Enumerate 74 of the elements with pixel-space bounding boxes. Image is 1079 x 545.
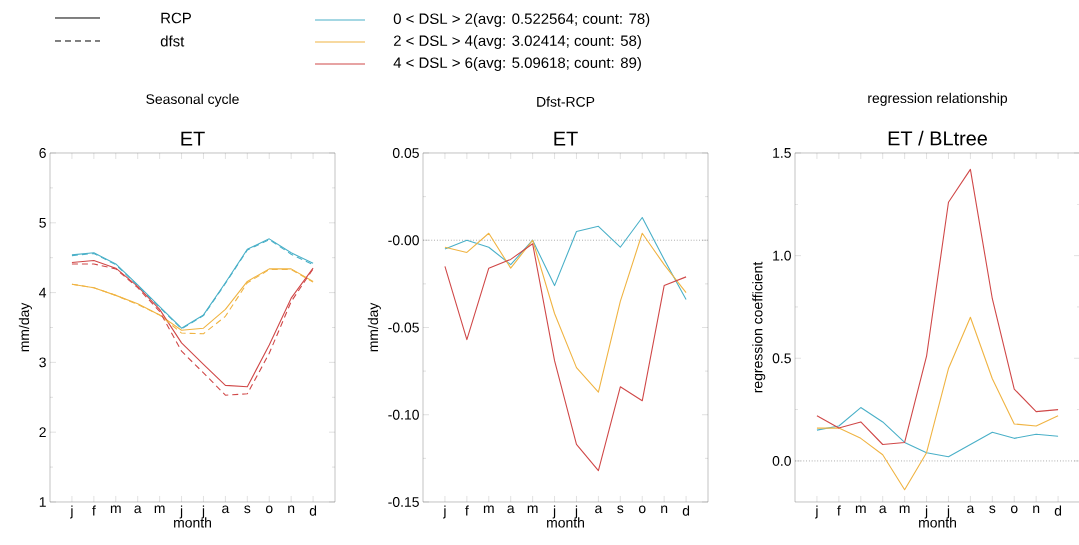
- x-tick-label: f: [92, 505, 96, 516]
- y-tick-label: 0.5: [772, 353, 791, 364]
- x-tick-label: j: [179, 505, 183, 519]
- x-tick-label: m: [110, 505, 121, 514]
- y-tick-label: 6: [39, 148, 46, 158]
- legend-label: 0 < DSL > 2(avg: 0.522564; count: 78): [393, 13, 650, 27]
- y-axis-title: mm/day: [18, 302, 32, 352]
- x-tick-label: a: [595, 505, 603, 514]
- chart-title: ET: [554, 131, 578, 146]
- x-tick-label: s: [989, 505, 996, 514]
- x-tick-label: n: [1033, 505, 1040, 514]
- chart-subtitle: regression relationship: [868, 92, 1008, 106]
- text: dfst: [160, 35, 185, 47]
- chart-title: ET / BLtree: [888, 130, 987, 146]
- x-tick-label: a: [222, 505, 230, 514]
- x-tick-label: n: [661, 505, 668, 514]
- x-tick-label: a: [879, 505, 887, 514]
- x-tick-label: j: [924, 505, 928, 519]
- legend-label: 2 < DSL > 4(avg: 3.02414; count: 58): [393, 35, 641, 49]
- x-tick-label: d: [1054, 505, 1062, 516]
- legend-label: 4 < DSL > 6(avg: 5.09618; count: 89): [393, 57, 641, 71]
- x-tick-label: m: [527, 505, 538, 514]
- x-axis-title: month: [919, 517, 956, 528]
- y-tick-label: 1: [39, 497, 46, 507]
- x-tick-label: f: [465, 505, 469, 516]
- x-tick-label: a: [967, 505, 975, 514]
- chart-subtitle: Dfst-RCP: [537, 96, 595, 107]
- text: RCP: [161, 12, 191, 24]
- x-tick-label: j: [574, 505, 578, 519]
- x-tick-label: a: [134, 505, 142, 514]
- x-tick-label: o: [638, 505, 646, 514]
- y-axis-title: mm/day: [367, 302, 381, 352]
- line-series: [444, 243, 687, 472]
- y-tick-label: 0.0: [772, 455, 791, 466]
- x-tick-label: m: [483, 505, 494, 514]
- y-tick-label: -0.10: [388, 409, 419, 420]
- x-tick-label: o: [1010, 505, 1018, 514]
- y-tick-label: 1.5: [773, 148, 791, 158]
- y-tick-label: 3: [39, 357, 46, 368]
- x-tick-label: d: [682, 505, 690, 516]
- line-series: [444, 232, 687, 393]
- x-axis-title: month: [547, 517, 584, 528]
- x-tick-label: m: [855, 505, 866, 514]
- y-tick-label: 5: [39, 217, 46, 228]
- y-tick-label: -0.05: [388, 322, 419, 333]
- line-series: [444, 217, 687, 301]
- x-tick-label: j: [70, 505, 73, 519]
- x-tick-label: f: [837, 505, 841, 516]
- y-tick-label: -0.15: [388, 497, 419, 507]
- x-tick-label: j: [201, 505, 205, 519]
- x-tick-label: s: [244, 505, 251, 514]
- y-tick-label: 1.0: [773, 250, 791, 261]
- x-tick-label: d: [309, 505, 317, 516]
- line-series: [816, 168, 1059, 446]
- x-tick-label: s: [617, 505, 624, 514]
- line-series: [816, 407, 1059, 458]
- line-series: [816, 316, 1059, 491]
- chart-title: ET: [181, 131, 205, 146]
- x-tick-label: a: [507, 505, 515, 514]
- y-axis-title: regression coefficient: [752, 261, 766, 393]
- x-tick-label: m: [899, 505, 910, 514]
- x-tick-label: j: [946, 505, 950, 519]
- chart-subtitle: Seasonal cycle: [146, 93, 239, 107]
- x-tick-label: j: [552, 505, 556, 519]
- y-tick-label: 4: [39, 287, 47, 298]
- x-axis-title: month: [174, 517, 211, 528]
- x-tick-label: j: [443, 505, 446, 519]
- y-tick-label: -0.00: [388, 235, 419, 246]
- x-tick-label: o: [265, 505, 273, 514]
- y-tick-label: 0.05: [392, 148, 419, 158]
- y-tick-label: 2: [39, 427, 46, 438]
- x-tick-label: j: [815, 505, 818, 519]
- x-tick-label: m: [154, 505, 165, 514]
- x-tick-label: n: [288, 505, 295, 514]
